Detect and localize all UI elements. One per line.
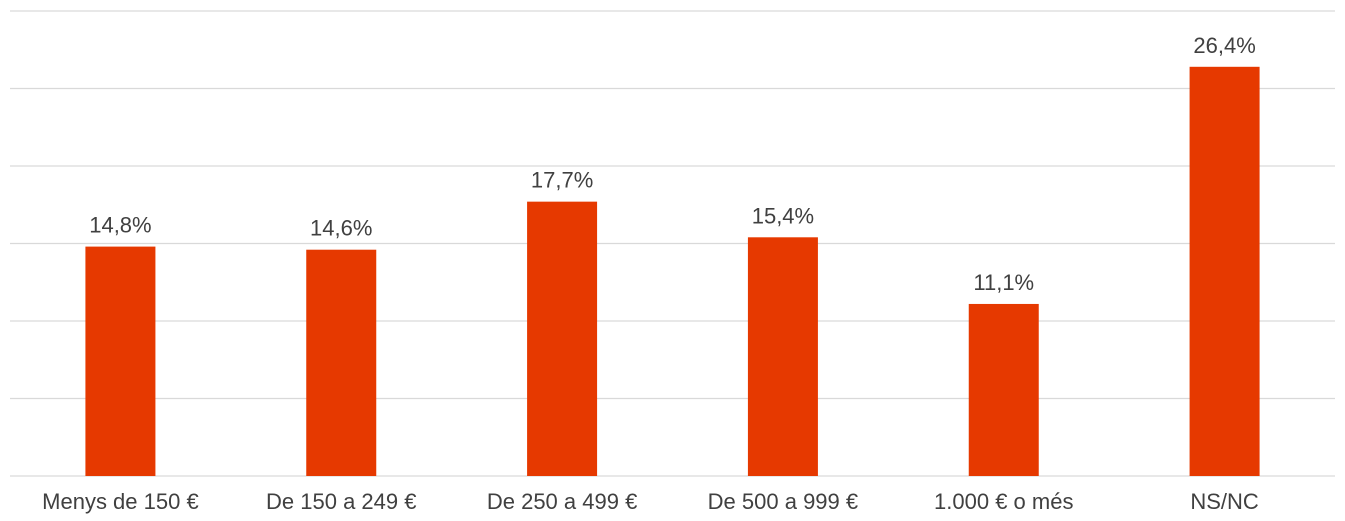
bar [1189,66,1260,477]
data-label: 14,8% [89,213,151,238]
data-label: 26,4% [1193,33,1255,58]
bar [85,246,156,476]
data-label: 11,1% [973,270,1034,295]
bar [306,249,377,476]
x-tick-label: De 500 a 999 € [708,489,858,514]
x-tick-label: De 150 a 249 € [266,489,416,514]
data-label: 14,6% [310,216,372,241]
category-labels: Menys de 150 € De 150 a 249 € De 250 a 499… [42,489,1259,514]
bar [968,303,1039,476]
data-label: 15,4% [752,203,814,228]
x-tick-label: De 250 a 499 € [487,489,637,514]
value-labels: 14,8% 14,6% 17,7% 15,4% 11,1% 26,4% [89,33,1256,295]
bars [85,66,1260,477]
bar [747,237,818,476]
x-tick-label: 1.000 € o més [934,489,1073,514]
gridlines [10,10,1335,477]
bar [527,201,598,476]
data-label: 17,7% [531,168,593,193]
x-tick-label: Menys de 150 € [42,489,199,514]
x-tick-label: NS/NC [1190,489,1259,514]
